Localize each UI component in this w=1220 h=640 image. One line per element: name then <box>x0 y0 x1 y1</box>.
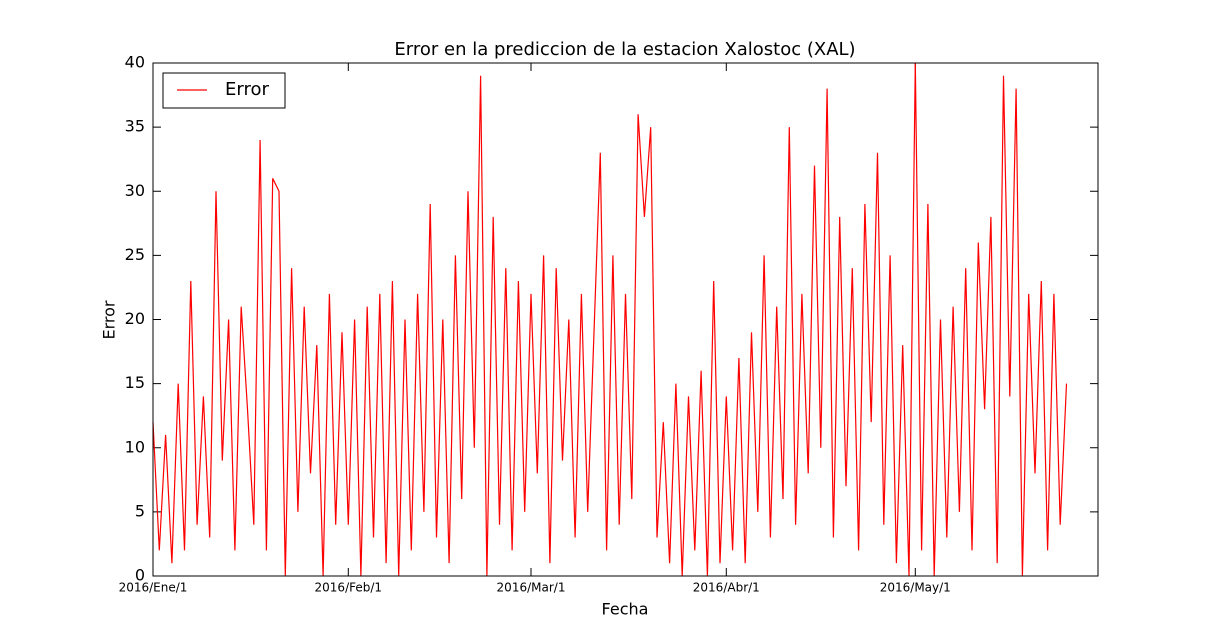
y-tick-label: 15 <box>125 373 145 392</box>
y-tick-label: 5 <box>135 501 145 520</box>
y-tick-label: 20 <box>125 309 145 328</box>
y-tick-label: 10 <box>125 437 145 456</box>
plot-frame <box>152 62 1099 577</box>
y-tick-label: 35 <box>125 117 145 136</box>
series-line <box>152 62 1068 577</box>
x-tick-label: 2016/Feb/1 <box>315 581 383 595</box>
legend-label: Error <box>225 79 269 100</box>
x-tick-label: 2016/May/1 <box>880 581 951 595</box>
legend-box <box>162 72 286 109</box>
y-axis-label: Error <box>100 300 119 339</box>
y-tick-label: 25 <box>125 245 145 264</box>
x-tick-label: 2016/Mar/1 <box>497 581 566 595</box>
x-tick-label: 2016/Abr/1 <box>693 581 760 595</box>
chart-title: Error en la prediccion de la estacion Xa… <box>394 39 855 60</box>
x-axis-label: Fecha <box>602 600 649 619</box>
y-tick-label: 40 <box>125 53 145 72</box>
y-tick-label: 30 <box>125 181 145 200</box>
y-tick-label: 0 <box>135 566 145 585</box>
x-tick-label: 2016/Ene/1 <box>119 581 188 595</box>
